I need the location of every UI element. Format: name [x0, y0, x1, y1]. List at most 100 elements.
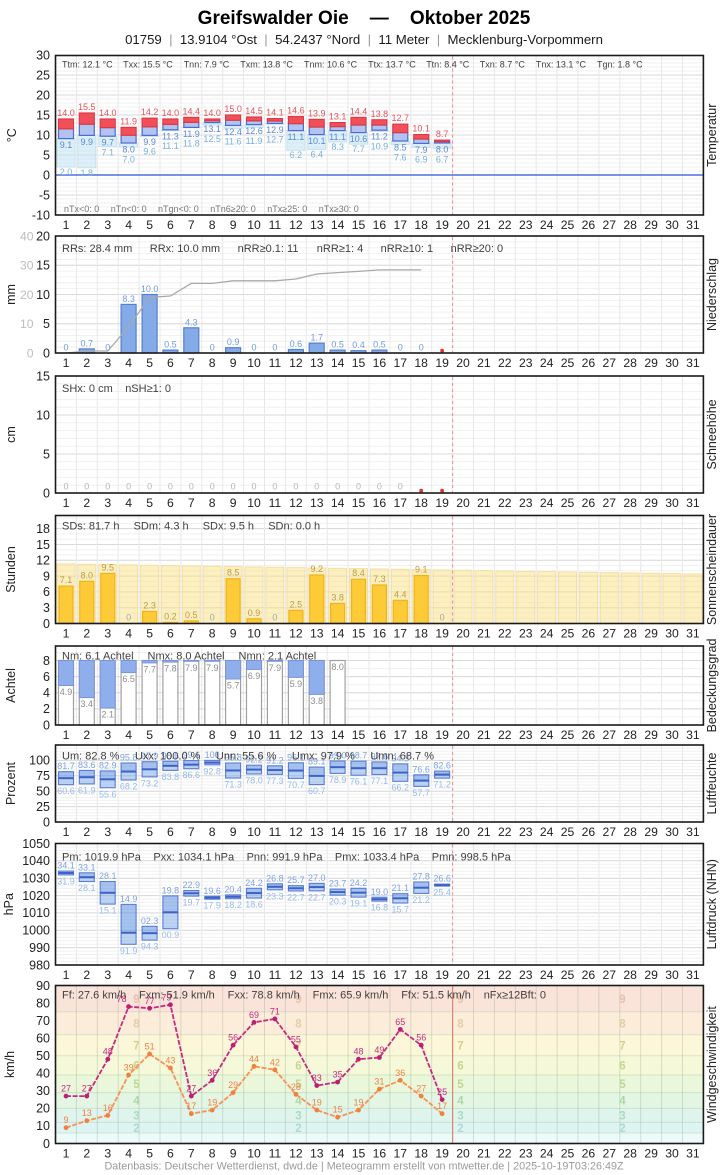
svg-text:0: 0 [147, 482, 152, 492]
svg-text:23: 23 [519, 218, 533, 232]
svg-text:14: 14 [331, 356, 345, 370]
svg-text:44: 44 [249, 1054, 259, 1064]
svg-text:18: 18 [414, 968, 428, 982]
svg-text:11: 11 [269, 496, 282, 510]
svg-text:14: 14 [331, 626, 345, 640]
svg-text:18: 18 [414, 496, 428, 510]
svg-text:8: 8 [209, 968, 216, 982]
svg-text:9.7: 9.7 [102, 138, 115, 148]
svg-text:14.1: 14.1 [266, 108, 284, 118]
svg-text:34.1: 34.1 [57, 861, 75, 871]
svg-text:0: 0 [126, 482, 131, 492]
svg-text:Windgeschwindigkeit: Windgeschwindigkeit [705, 1006, 719, 1123]
svg-text:1: 1 [63, 1146, 70, 1160]
svg-text:8: 8 [209, 1146, 216, 1160]
svg-text:22: 22 [498, 728, 512, 742]
svg-text:-5: -5 [39, 188, 50, 202]
svg-text:nTgn<0: 0: nTgn<0: 0 [158, 204, 199, 214]
svg-text:23: 23 [519, 728, 533, 742]
svg-text:6.7: 6.7 [436, 154, 449, 164]
svg-text:9.2: 9.2 [311, 564, 324, 574]
svg-text:15.0: 15.0 [224, 104, 242, 114]
svg-text:30: 30 [665, 728, 679, 742]
svg-text:1.8: 1.8 [81, 168, 94, 178]
svg-text:14.4: 14.4 [350, 106, 368, 116]
svg-text:28: 28 [623, 825, 637, 839]
svg-text:27: 27 [186, 1084, 196, 1094]
svg-text:0: 0 [63, 343, 68, 353]
svg-text:0: 0 [293, 482, 298, 492]
svg-text:17: 17 [394, 968, 408, 982]
svg-text:7.7: 7.7 [352, 144, 365, 154]
svg-text:3: 3 [104, 728, 111, 742]
svg-text:0: 0 [251, 482, 256, 492]
svg-text:2.5: 2.5 [290, 599, 303, 609]
svg-text:8: 8 [43, 654, 50, 668]
svg-text:11: 11 [269, 626, 282, 640]
svg-text:16.8: 16.8 [371, 903, 389, 913]
svg-text:15: 15 [352, 825, 366, 839]
svg-text:7: 7 [457, 1040, 463, 1052]
svg-text:4: 4 [125, 496, 132, 510]
svg-text:28.1: 28.1 [78, 883, 96, 893]
svg-text:20: 20 [456, 496, 470, 510]
svg-text:33: 33 [312, 1073, 322, 1083]
svg-text:23: 23 [519, 825, 533, 839]
svg-text:0: 0 [168, 482, 173, 492]
svg-text:15.5: 15.5 [78, 102, 96, 112]
svg-text:13.1: 13.1 [329, 112, 347, 122]
svg-text:36: 36 [207, 1068, 217, 1078]
svg-text:Prozent: Prozent [4, 761, 18, 805]
svg-text:25: 25 [561, 825, 575, 839]
svg-text:51: 51 [145, 1042, 155, 1052]
svg-text:2: 2 [83, 1146, 90, 1160]
svg-text:11.3: 11.3 [162, 131, 179, 141]
svg-text:9: 9 [43, 569, 50, 583]
svg-text:0.7: 0.7 [81, 338, 94, 348]
svg-text:6: 6 [167, 496, 174, 510]
svg-text:4: 4 [125, 218, 132, 232]
svg-text:9.1: 9.1 [60, 140, 73, 150]
svg-text:36: 36 [395, 1068, 405, 1078]
svg-text:25: 25 [561, 356, 575, 370]
svg-text:66.2: 66.2 [392, 783, 410, 793]
svg-text:2: 2 [83, 218, 90, 232]
svg-text:12: 12 [289, 356, 303, 370]
svg-text:31: 31 [374, 1077, 384, 1087]
svg-text:6: 6 [167, 825, 174, 839]
svg-text:10.1: 10.1 [412, 124, 430, 134]
svg-text:26.8: 26.8 [266, 873, 284, 883]
svg-text:10.0: 10.0 [141, 284, 159, 294]
svg-text:33.1: 33.1 [78, 862, 96, 872]
svg-text:7: 7 [133, 1040, 139, 1052]
svg-text:Pnn: 991.9 hPa: Pnn: 991.9 hPa [247, 852, 324, 864]
svg-text:16: 16 [373, 218, 387, 232]
svg-text:0: 0 [43, 718, 50, 732]
svg-text:92.2: 92.2 [245, 755, 263, 765]
svg-text:0: 0 [105, 343, 110, 353]
svg-text:13: 13 [310, 968, 324, 982]
svg-text:12.7: 12.7 [392, 113, 410, 123]
svg-text:9: 9 [230, 626, 237, 640]
svg-text:0.6: 0.6 [290, 339, 303, 349]
svg-text:3: 3 [104, 626, 111, 640]
svg-text:18.6: 18.6 [245, 900, 263, 910]
svg-text:nRR≥1: 4: nRR≥1: 4 [317, 243, 363, 255]
svg-text:31: 31 [686, 825, 700, 839]
svg-text:61.9: 61.9 [78, 785, 96, 795]
svg-text:18: 18 [414, 356, 428, 370]
svg-text:14.0: 14.0 [99, 108, 117, 118]
svg-text:17: 17 [394, 626, 408, 640]
svg-text:0: 0 [210, 343, 215, 353]
svg-text:2.3: 2.3 [143, 600, 156, 610]
svg-text:26: 26 [582, 1146, 596, 1160]
svg-text:82.6: 82.6 [433, 761, 451, 771]
svg-text:14.0: 14.0 [162, 108, 180, 118]
svg-text:71.3: 71.3 [224, 780, 242, 790]
svg-text:1.7: 1.7 [311, 333, 324, 343]
svg-text:0: 0 [251, 343, 256, 353]
svg-text:39: 39 [124, 1063, 134, 1073]
svg-text:17: 17 [394, 496, 408, 510]
svg-text:25: 25 [36, 800, 50, 814]
svg-text:42: 42 [270, 1057, 280, 1067]
